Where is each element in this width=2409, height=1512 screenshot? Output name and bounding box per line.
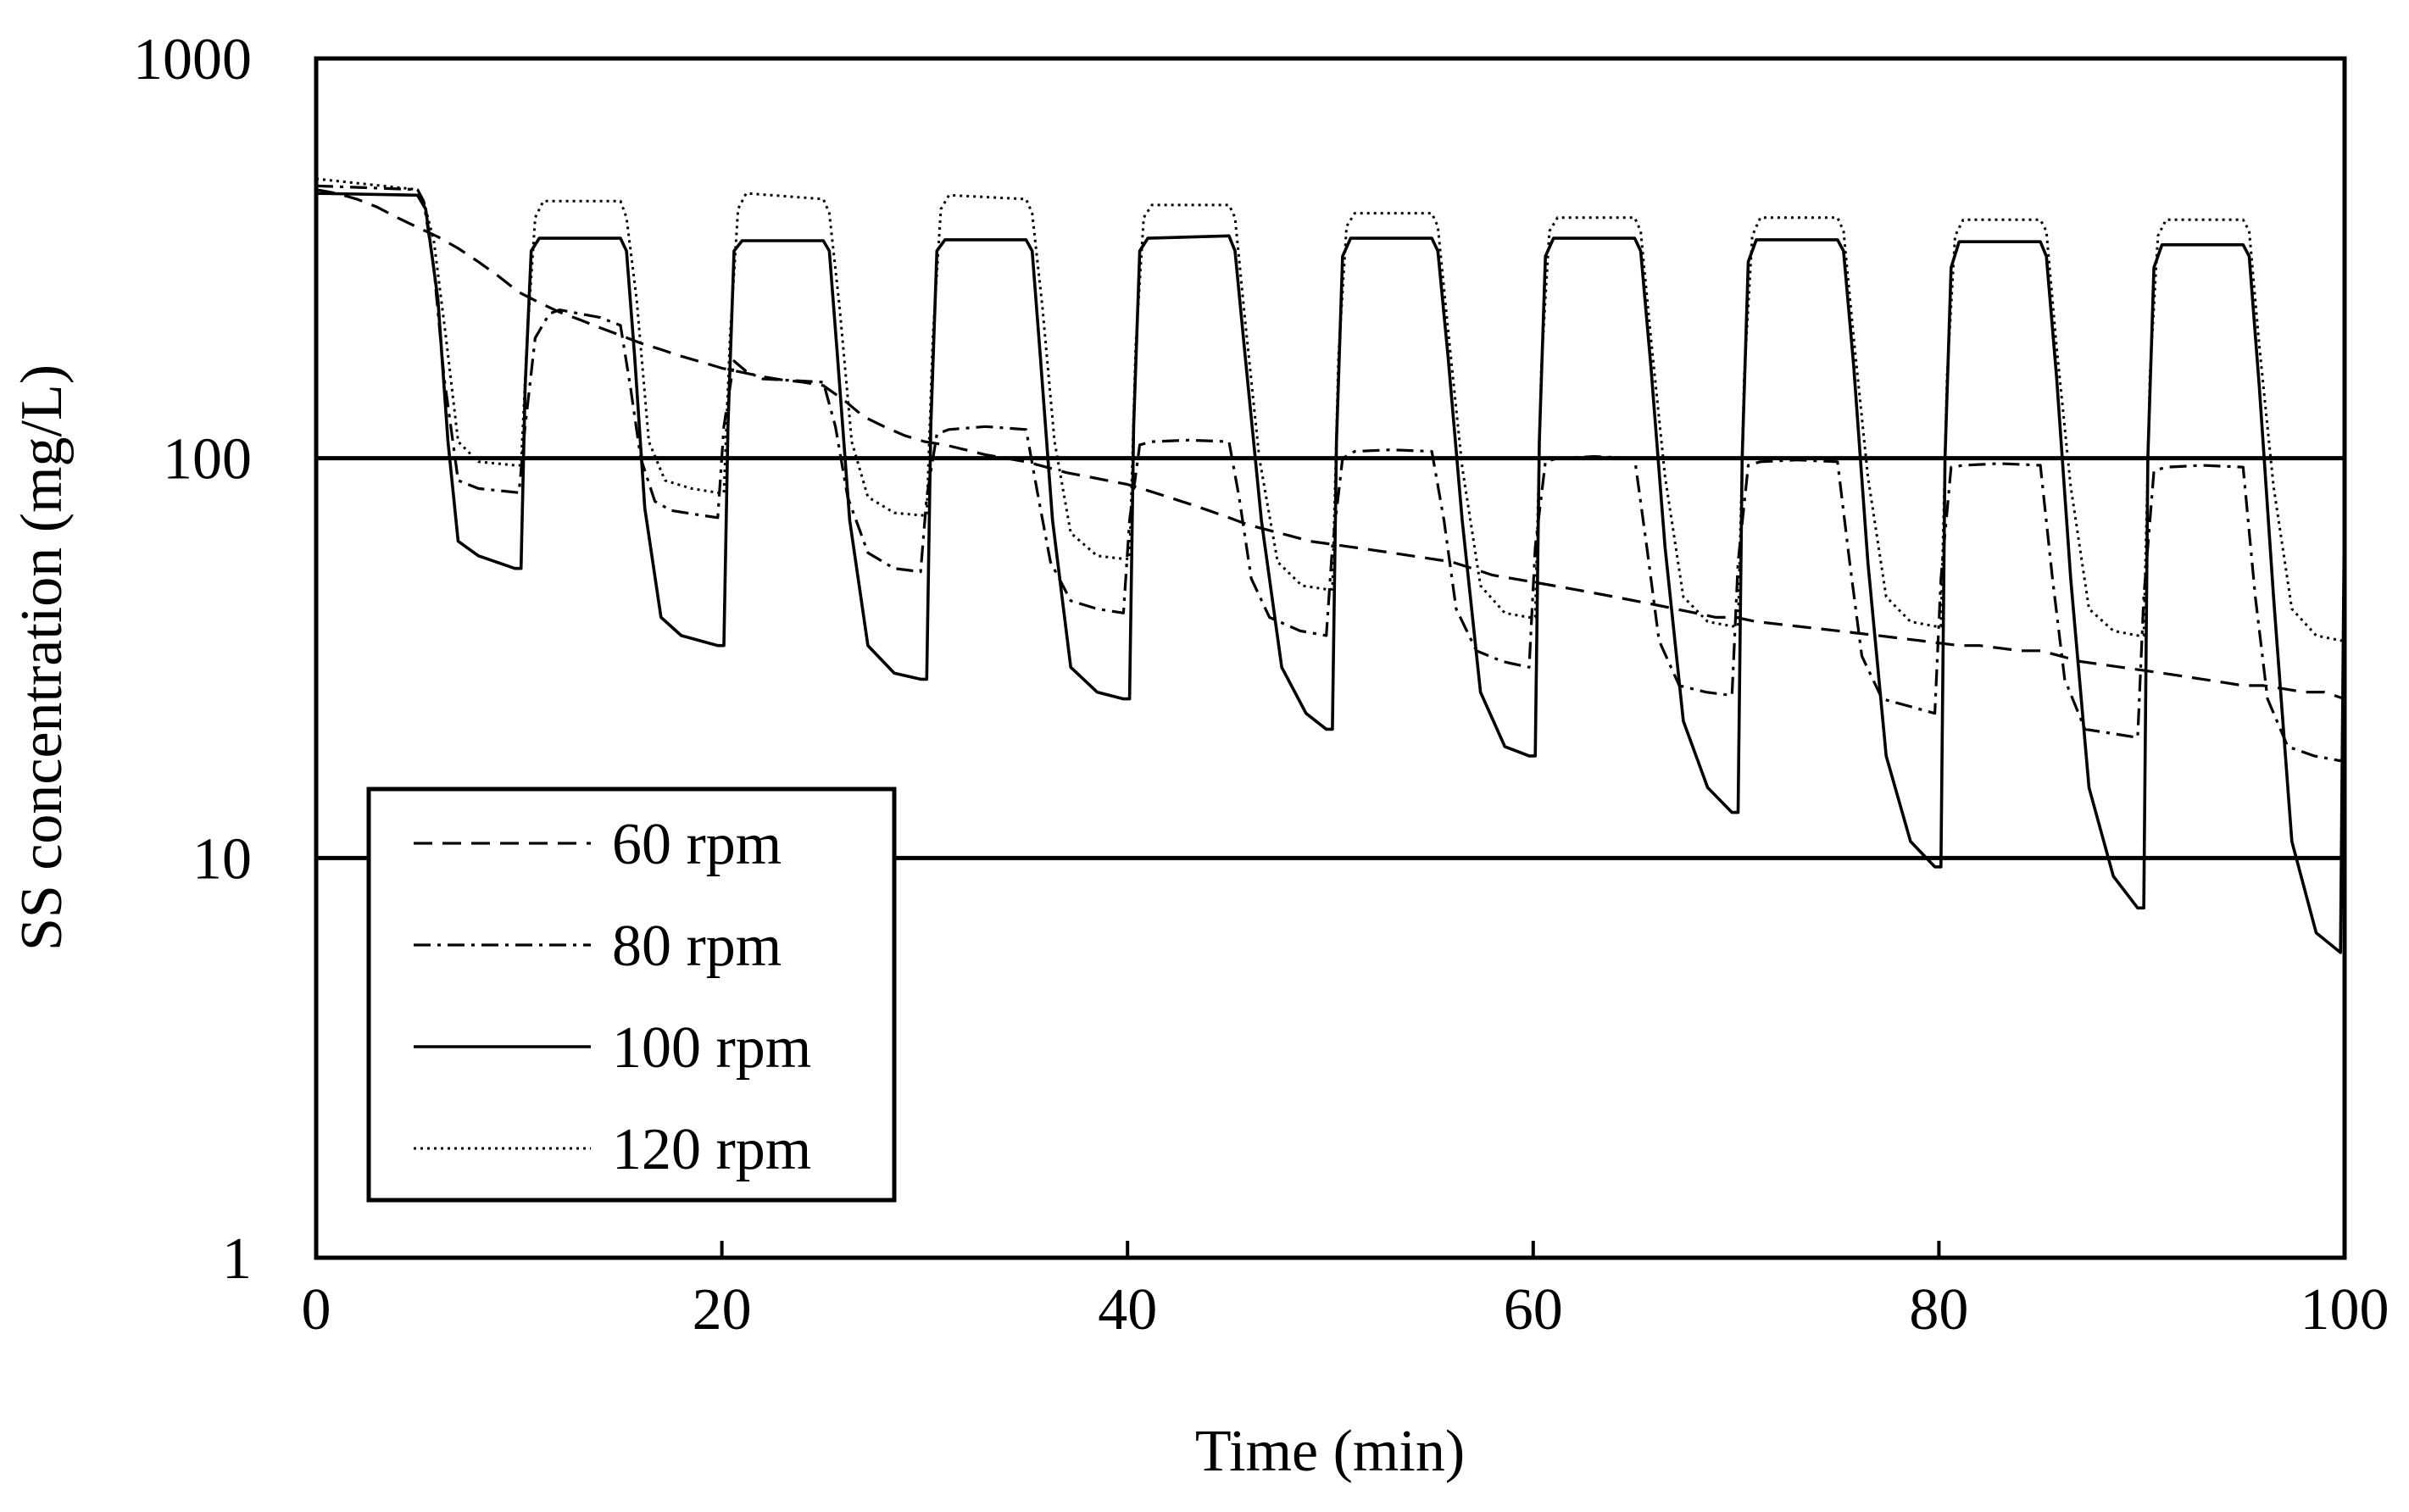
legend-box — [366, 787, 897, 1203]
series-line-60-rpm — [315, 188, 2345, 701]
y-tick-label-1000: 1000 — [133, 27, 252, 92]
tick-label-layer: 0 20 40 60 80 100 1 10 100 1000 — [133, 27, 2390, 1342]
legend-label-120-rpm: 120 rpm — [612, 1117, 811, 1182]
y-tick-label-1: 1 — [222, 1226, 252, 1292]
legend-items: 60 rpm 80 rpm 100 rpm 120 rpm — [414, 812, 811, 1182]
y-axis-label: SS concentration (mg/L) — [9, 364, 75, 951]
series-layer — [315, 177, 2346, 954]
legend-label-60-rpm: 60 rpm — [612, 812, 782, 877]
x-axis-label: Time (min) — [1195, 1419, 1465, 1484]
y-tick-label-10: 10 — [192, 826, 252, 892]
series-line-120-rpm — [315, 177, 2345, 642]
x-tick-label-100: 100 — [2301, 1277, 2390, 1342]
x-tick-label-0: 0 — [302, 1277, 331, 1342]
x-tick-label-80: 80 — [1909, 1277, 1968, 1342]
series-line-100-rpm — [315, 192, 2346, 954]
legend-label-80-rpm: 80 rpm — [612, 914, 782, 979]
series-line-80-rpm — [315, 184, 2346, 763]
y-tick-label-100: 100 — [163, 427, 252, 492]
x-tick-label-20: 20 — [693, 1277, 752, 1342]
x-tick-label-40: 40 — [1098, 1277, 1157, 1342]
ticks-layer — [314, 1241, 2346, 1258]
x-tick-label-60: 60 — [1504, 1277, 1563, 1342]
legend: 60 rpm 80 rpm 100 rpm 120 rpm — [366, 787, 897, 1203]
plot-frame — [314, 56, 2347, 1260]
legend-label-100-rpm: 100 rpm — [612, 1015, 811, 1081]
